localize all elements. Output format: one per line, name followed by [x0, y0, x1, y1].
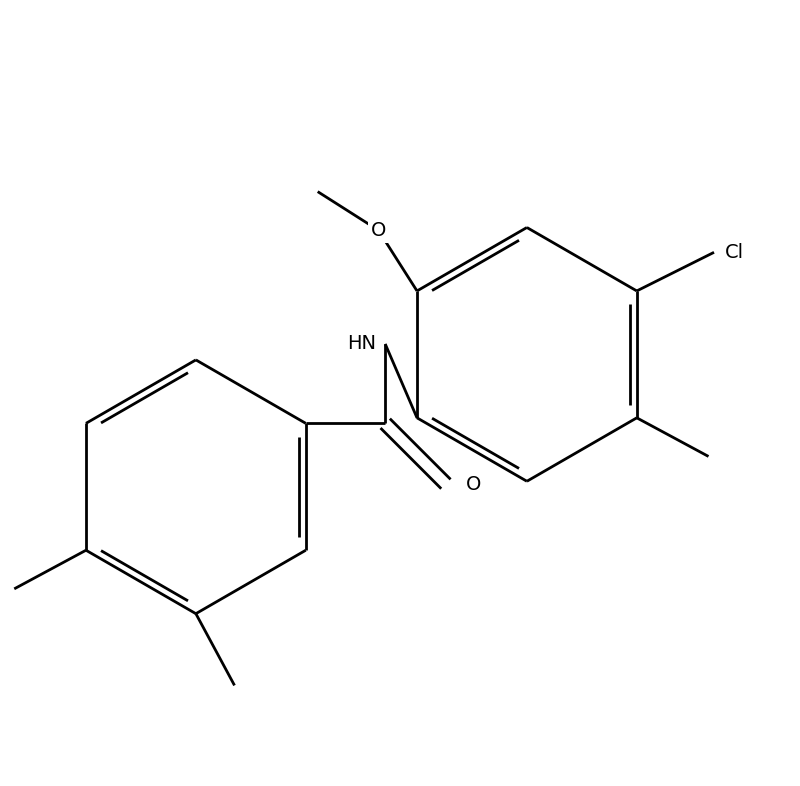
Text: Cl: Cl: [725, 243, 744, 262]
Text: O: O: [370, 221, 386, 240]
Text: O: O: [466, 475, 481, 494]
Text: HN: HN: [347, 334, 376, 354]
